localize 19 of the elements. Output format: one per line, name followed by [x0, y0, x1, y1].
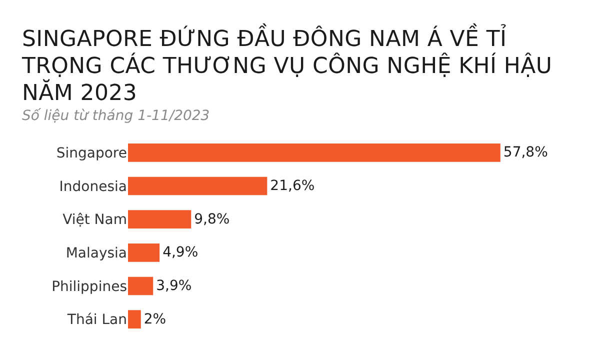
data-label: 4,9% [162, 244, 198, 261]
bar [128, 210, 192, 228]
y-tick-label: Philippines [52, 278, 127, 295]
data-label: 21,6% [270, 178, 315, 194]
data-label: 9,8% [194, 211, 230, 228]
bar [128, 310, 141, 328]
y-tick-label: Thái Lan [66, 312, 127, 328]
bar [128, 176, 268, 196]
y-tick-label: Malaysia [66, 246, 127, 262]
chart-subtitle: Số liệu từ tháng 1-11/2023 [22, 108, 210, 124]
data-label: 57,8% [503, 144, 548, 161]
bar [128, 144, 500, 162]
y-tick-label: Indonesia [59, 178, 127, 195]
data-label: 2% [144, 311, 166, 328]
y-tick-label: Singapore [56, 146, 127, 162]
bar [128, 276, 154, 296]
bar [128, 244, 160, 262]
data-label: 3,9% [156, 278, 192, 294]
y-tick-label: Việt Nam [62, 212, 127, 228]
